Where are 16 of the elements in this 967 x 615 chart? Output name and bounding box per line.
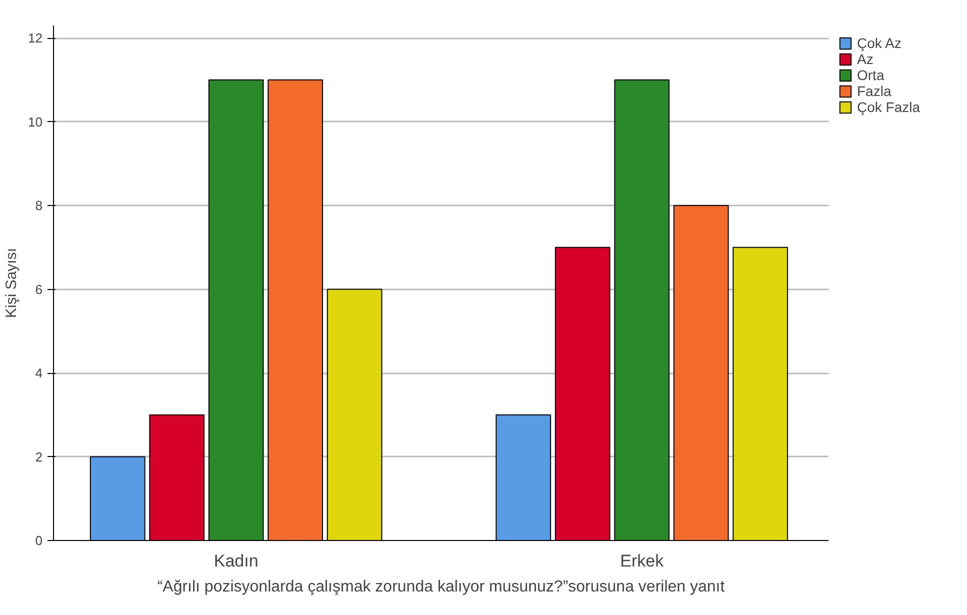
y-tick-label: 8	[35, 198, 43, 214]
y-tick-label: 2	[35, 449, 43, 464]
x-axis-title: “Ağrılı pozisyonlarda çalışmak zorunda kalıyor musunuz?”sorusuna verilen yanıt	[157, 578, 726, 596]
y-tick-label: 6	[35, 282, 43, 297]
y-tick-label: 4	[35, 366, 43, 381]
x-tick-label: Kadın	[214, 552, 258, 570]
y-axis-title: Kişi Sayısı	[3, 248, 20, 318]
legend-label: Fazla	[857, 83, 892, 99]
y-tick-label: 10	[28, 114, 43, 130]
legend-label: Çok Fazla	[857, 99, 920, 115]
legend-label: Orta	[857, 67, 884, 83]
y-tick-label: 12	[28, 30, 43, 46]
y-tick-label: 0	[35, 533, 43, 548]
legend-label: Çok Az	[857, 35, 902, 51]
legend-label: Az	[857, 51, 874, 67]
x-tick-label: Erkek	[620, 552, 664, 570]
